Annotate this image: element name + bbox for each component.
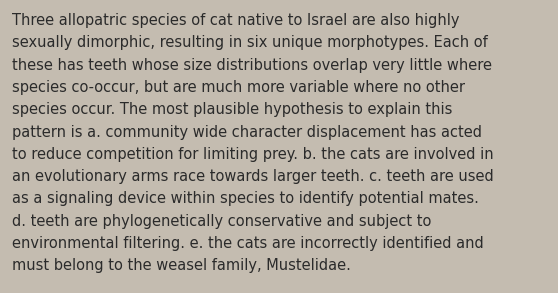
Text: pattern is a. community wide character displacement has acted: pattern is a. community wide character d…	[12, 125, 482, 139]
Text: species co-occur, but are much more variable where no other: species co-occur, but are much more vari…	[12, 80, 465, 95]
Text: these has teeth whose size distributions overlap very little where: these has teeth whose size distributions…	[12, 58, 492, 73]
Text: Three allopatric species of cat native to Israel are also highly: Three allopatric species of cat native t…	[12, 13, 460, 28]
Text: must belong to the weasel family, Mustelidae.: must belong to the weasel family, Mustel…	[12, 258, 351, 273]
Text: an evolutionary arms race towards larger teeth. c. teeth are used: an evolutionary arms race towards larger…	[12, 169, 494, 184]
Text: as a signaling device within species to identify potential mates.: as a signaling device within species to …	[12, 191, 479, 206]
Text: to reduce competition for limiting prey. b. the cats are involved in: to reduce competition for limiting prey.…	[12, 147, 494, 162]
Text: species occur. The most plausible hypothesis to explain this: species occur. The most plausible hypoth…	[12, 102, 453, 117]
Text: d. teeth are phylogenetically conservative and subject to: d. teeth are phylogenetically conservati…	[12, 214, 432, 229]
Text: sexually dimorphic, resulting in six unique morphotypes. Each of: sexually dimorphic, resulting in six uni…	[12, 35, 488, 50]
Text: environmental filtering. e. the cats are incorrectly identified and: environmental filtering. e. the cats are…	[12, 236, 484, 251]
